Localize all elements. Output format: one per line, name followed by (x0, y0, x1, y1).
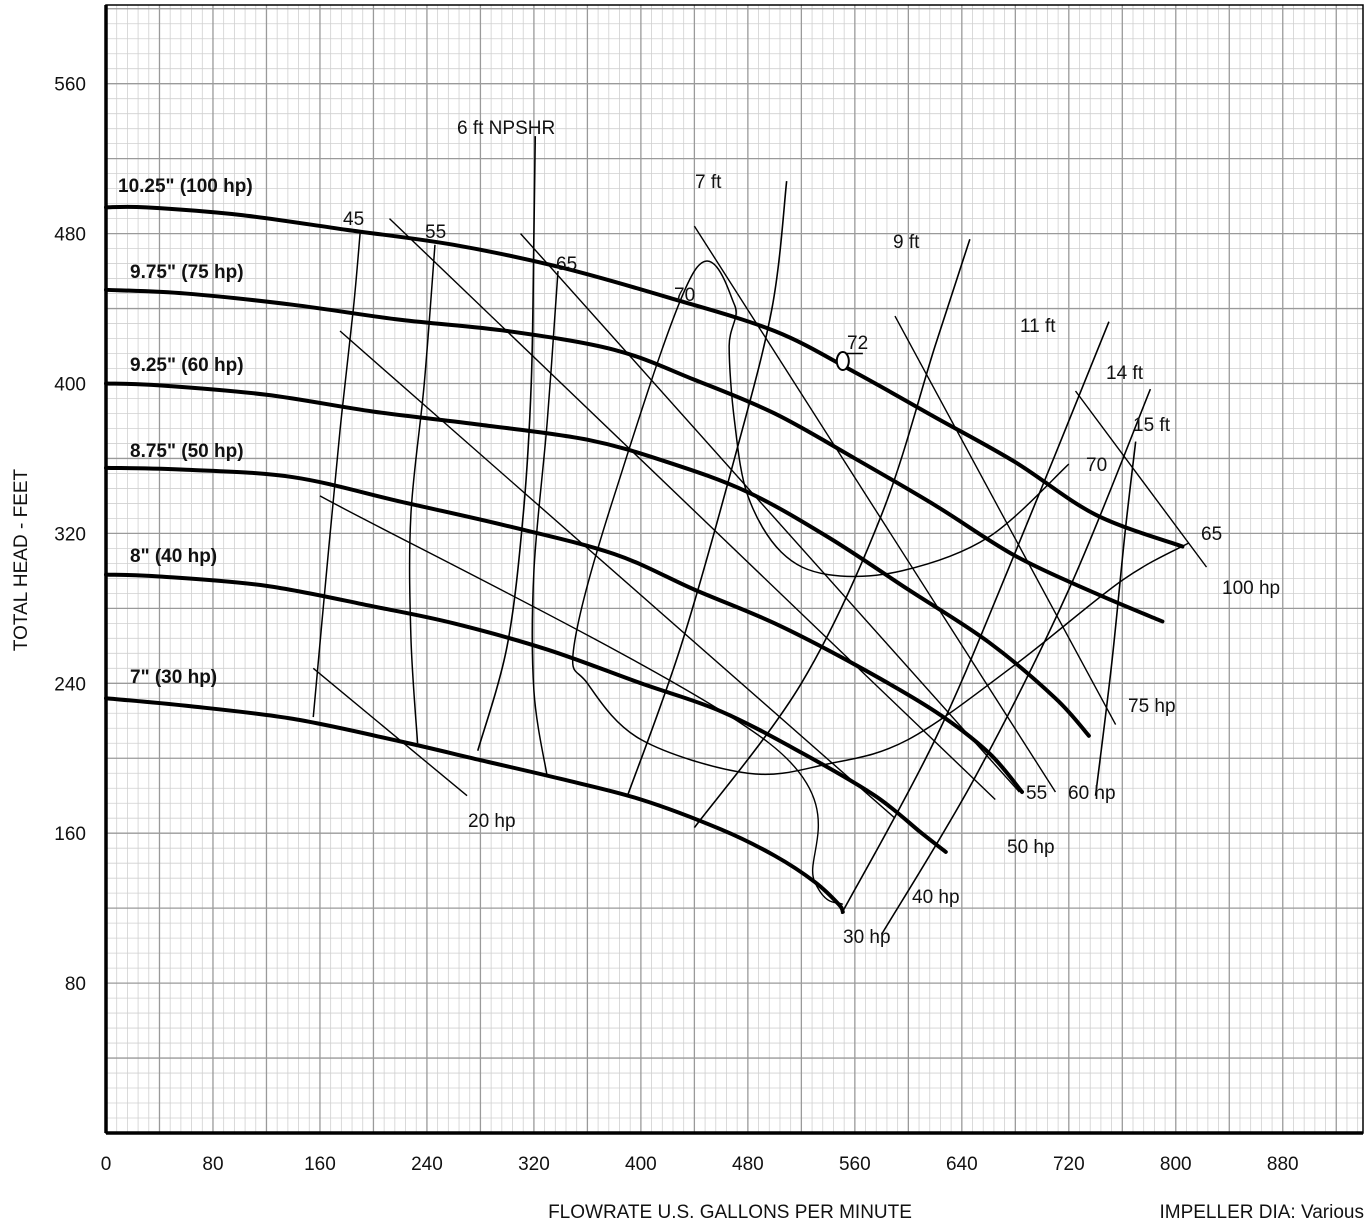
head-curve-2 (104, 381, 1091, 738)
x-tick-label: 560 (839, 1154, 871, 1175)
head-curve-label-1: 9.75" (75 hp) (130, 262, 244, 283)
efficiency-curve-70 (571, 260, 1190, 776)
npshr-curve-7ft (626, 181, 788, 796)
power-line-50hp (389, 218, 996, 800)
power-label-7: 100 hp (1222, 578, 1280, 599)
efficiency-label-1: 55 (425, 222, 446, 243)
x-tick-label: 320 (518, 1154, 550, 1175)
power-line-60hp (693, 225, 1057, 793)
efficiency-curve-55 (408, 244, 436, 744)
curve-layer (104, 136, 1208, 935)
npshr-curve-15ft (1094, 441, 1137, 796)
y-tick-label: 80 (65, 974, 86, 995)
npshr-label-2: 9 ft (893, 232, 920, 253)
head-curve-1 (104, 287, 1165, 624)
head-curve-label-4: 8" (40 hp) (130, 546, 217, 567)
y-axis-title: TOTAL HEAD - FEET (11, 468, 32, 651)
y-tick-label: 400 (54, 374, 86, 395)
power-line-55 (520, 233, 1020, 793)
x-tick-label: 480 (732, 1154, 764, 1175)
power-label-3: 50 hp (1007, 837, 1055, 858)
efficiency-curve-45 (312, 233, 361, 718)
x-tick-label: 400 (625, 1154, 657, 1175)
power-line-30hp (319, 495, 844, 906)
head-curve-4 (104, 572, 948, 854)
x-tick-label: 0 (101, 1154, 112, 1175)
npshr-label-0: 6 ft NPSHR (457, 118, 555, 139)
npshr-label-3: 11 ft (1020, 316, 1056, 337)
y-tick-label: 320 (54, 524, 86, 545)
power-label-4: 55 (1026, 783, 1047, 804)
efficiency-label-5: 70 (1086, 455, 1107, 476)
power-label-0: 20 hp (468, 811, 516, 832)
x-tick-label: 800 (1160, 1154, 1192, 1175)
head-curve-label-2: 9.25" (60 hp) (130, 355, 244, 376)
power-label-1: 30 hp (843, 927, 891, 948)
head-curve-label-3: 8.75" (50 hp) (130, 441, 244, 462)
power-label-2: 40 hp (912, 887, 960, 908)
power-line-100hp (1074, 390, 1208, 568)
efficiency-label-2: 65 (556, 254, 577, 275)
y-tick-label: 240 (54, 674, 86, 695)
efficiency-label-6: 65 (1201, 524, 1222, 545)
grid-layer (104, 4, 1364, 1135)
bep-marker (835, 351, 850, 372)
head-curve-label-5: 7" (30 hp) (130, 667, 217, 688)
impeller-note: IMPELLER DIA: Various (1159, 1202, 1364, 1223)
x-tick-label: 880 (1267, 1154, 1299, 1175)
power-line-40hp (339, 330, 896, 819)
npshr-label-1: 7 ft (695, 172, 722, 193)
y-tick-label: 560 (54, 75, 86, 96)
npshr-curve-9ft (693, 238, 971, 829)
power-label-5: 60 hp (1068, 783, 1116, 804)
head-curve-3 (104, 465, 1025, 794)
efficiency-label-4: 72 (847, 333, 868, 354)
y-tick-label: 160 (54, 824, 86, 845)
efficiency-curve-65 (531, 271, 559, 778)
npshr-curve-11ft (840, 321, 1110, 915)
label-layer: 0 80 160 240 320 400 480 560 640 720 800 880 80 160 24… (54, 75, 1298, 1175)
power-label-6: 75 hp (1128, 696, 1176, 717)
x-tick-label: 720 (1053, 1154, 1085, 1175)
head-curve-label-0: 10.25" (100 hp) (118, 176, 253, 197)
x-tick-label: 80 (202, 1154, 223, 1175)
power-line-20hp (312, 667, 468, 797)
power-line-75hp (894, 315, 1117, 725)
efficiency-label-0: 45 (343, 209, 364, 230)
npshr-label-4: 14 ft (1106, 363, 1144, 384)
efficiency-label-3: 70 (674, 285, 695, 306)
x-tick-label: 160 (304, 1154, 336, 1175)
npshr-curve-14ft (880, 388, 1152, 935)
x-tick-label: 640 (946, 1154, 978, 1175)
head-curve-5 (104, 696, 845, 914)
y-tick-label: 480 (54, 225, 86, 246)
x-tick-label: 240 (411, 1154, 443, 1175)
npshr-label-5: 15 ft (1133, 415, 1171, 436)
head-curve-0 (104, 204, 1185, 549)
npshr-curve-6ftnpshr (476, 136, 537, 751)
x-axis-title: FLOWRATE U.S. GALLONS PER MINUTE (548, 1202, 912, 1223)
plot-frame (105, 4, 1364, 1134)
